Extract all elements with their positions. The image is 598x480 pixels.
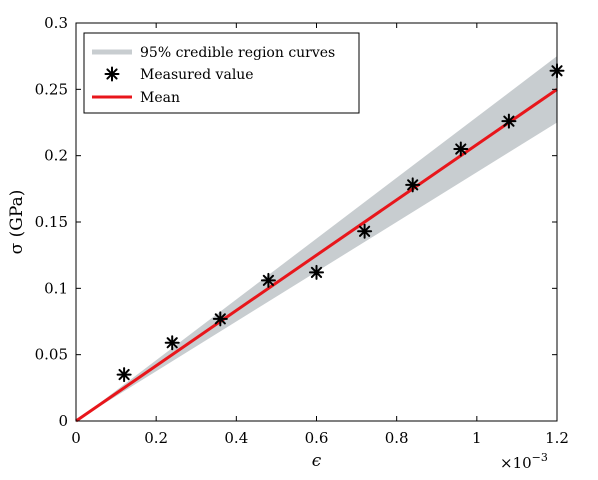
x-axis-label: ϵ bbox=[312, 451, 322, 471]
plot-area bbox=[75, 56, 565, 423]
measured-point bbox=[116, 367, 132, 383]
y-tick-label: 0 bbox=[58, 412, 68, 430]
x-axis-exponent: ×10−3 bbox=[500, 451, 548, 472]
axis-ticks: 0 0.2 0.4 0.6 0.8 1 1.2 0 0.05 0.1 0.15 0.2 0.25 0.3 bbox=[35, 14, 569, 447]
y-tick-label: 0.3 bbox=[44, 14, 68, 32]
mean-line bbox=[75, 88, 558, 423]
measured-point bbox=[164, 335, 180, 351]
y-tick-label: 0.15 bbox=[35, 213, 68, 231]
y-axis-label: σ (GPa) bbox=[7, 190, 27, 255]
legend-marker-swatch bbox=[104, 66, 120, 82]
legend-box bbox=[83, 32, 360, 114]
x-tick-label: 0.8 bbox=[385, 429, 409, 447]
legend-band-label: 95% credible region curves bbox=[140, 45, 335, 61]
legend-marker-label: Measured value bbox=[140, 67, 254, 83]
y-tick-label: 0.2 bbox=[44, 147, 68, 165]
y-tick-label: 0.1 bbox=[44, 279, 68, 297]
x-tick-label: 0.6 bbox=[305, 429, 329, 447]
x-exponent-base: ×10 bbox=[500, 454, 532, 472]
measured-point bbox=[212, 311, 228, 327]
x-tick-label: 0.2 bbox=[144, 429, 168, 447]
x-exponent-power: −3 bbox=[532, 451, 548, 464]
credible-band bbox=[76, 56, 557, 422]
measured-point bbox=[357, 223, 373, 239]
measured-point bbox=[309, 264, 324, 280]
measured-point bbox=[501, 113, 517, 129]
x-tick-label: 1.2 bbox=[545, 429, 569, 447]
x-tick-label: 0.4 bbox=[224, 429, 248, 447]
legend-star bbox=[104, 66, 120, 82]
legend-mean-label: Mean bbox=[140, 90, 180, 106]
x-tick-label: 0 bbox=[71, 429, 81, 447]
measured-point bbox=[405, 177, 421, 193]
legend: 95% credible region curves Measured valu… bbox=[83, 32, 360, 114]
x-tick-label: 1 bbox=[472, 429, 482, 447]
measured-point bbox=[260, 272, 276, 288]
y-tick-label: 0.25 bbox=[35, 80, 68, 98]
y-tick-label: 0.05 bbox=[35, 346, 68, 364]
measured-point bbox=[453, 141, 469, 157]
